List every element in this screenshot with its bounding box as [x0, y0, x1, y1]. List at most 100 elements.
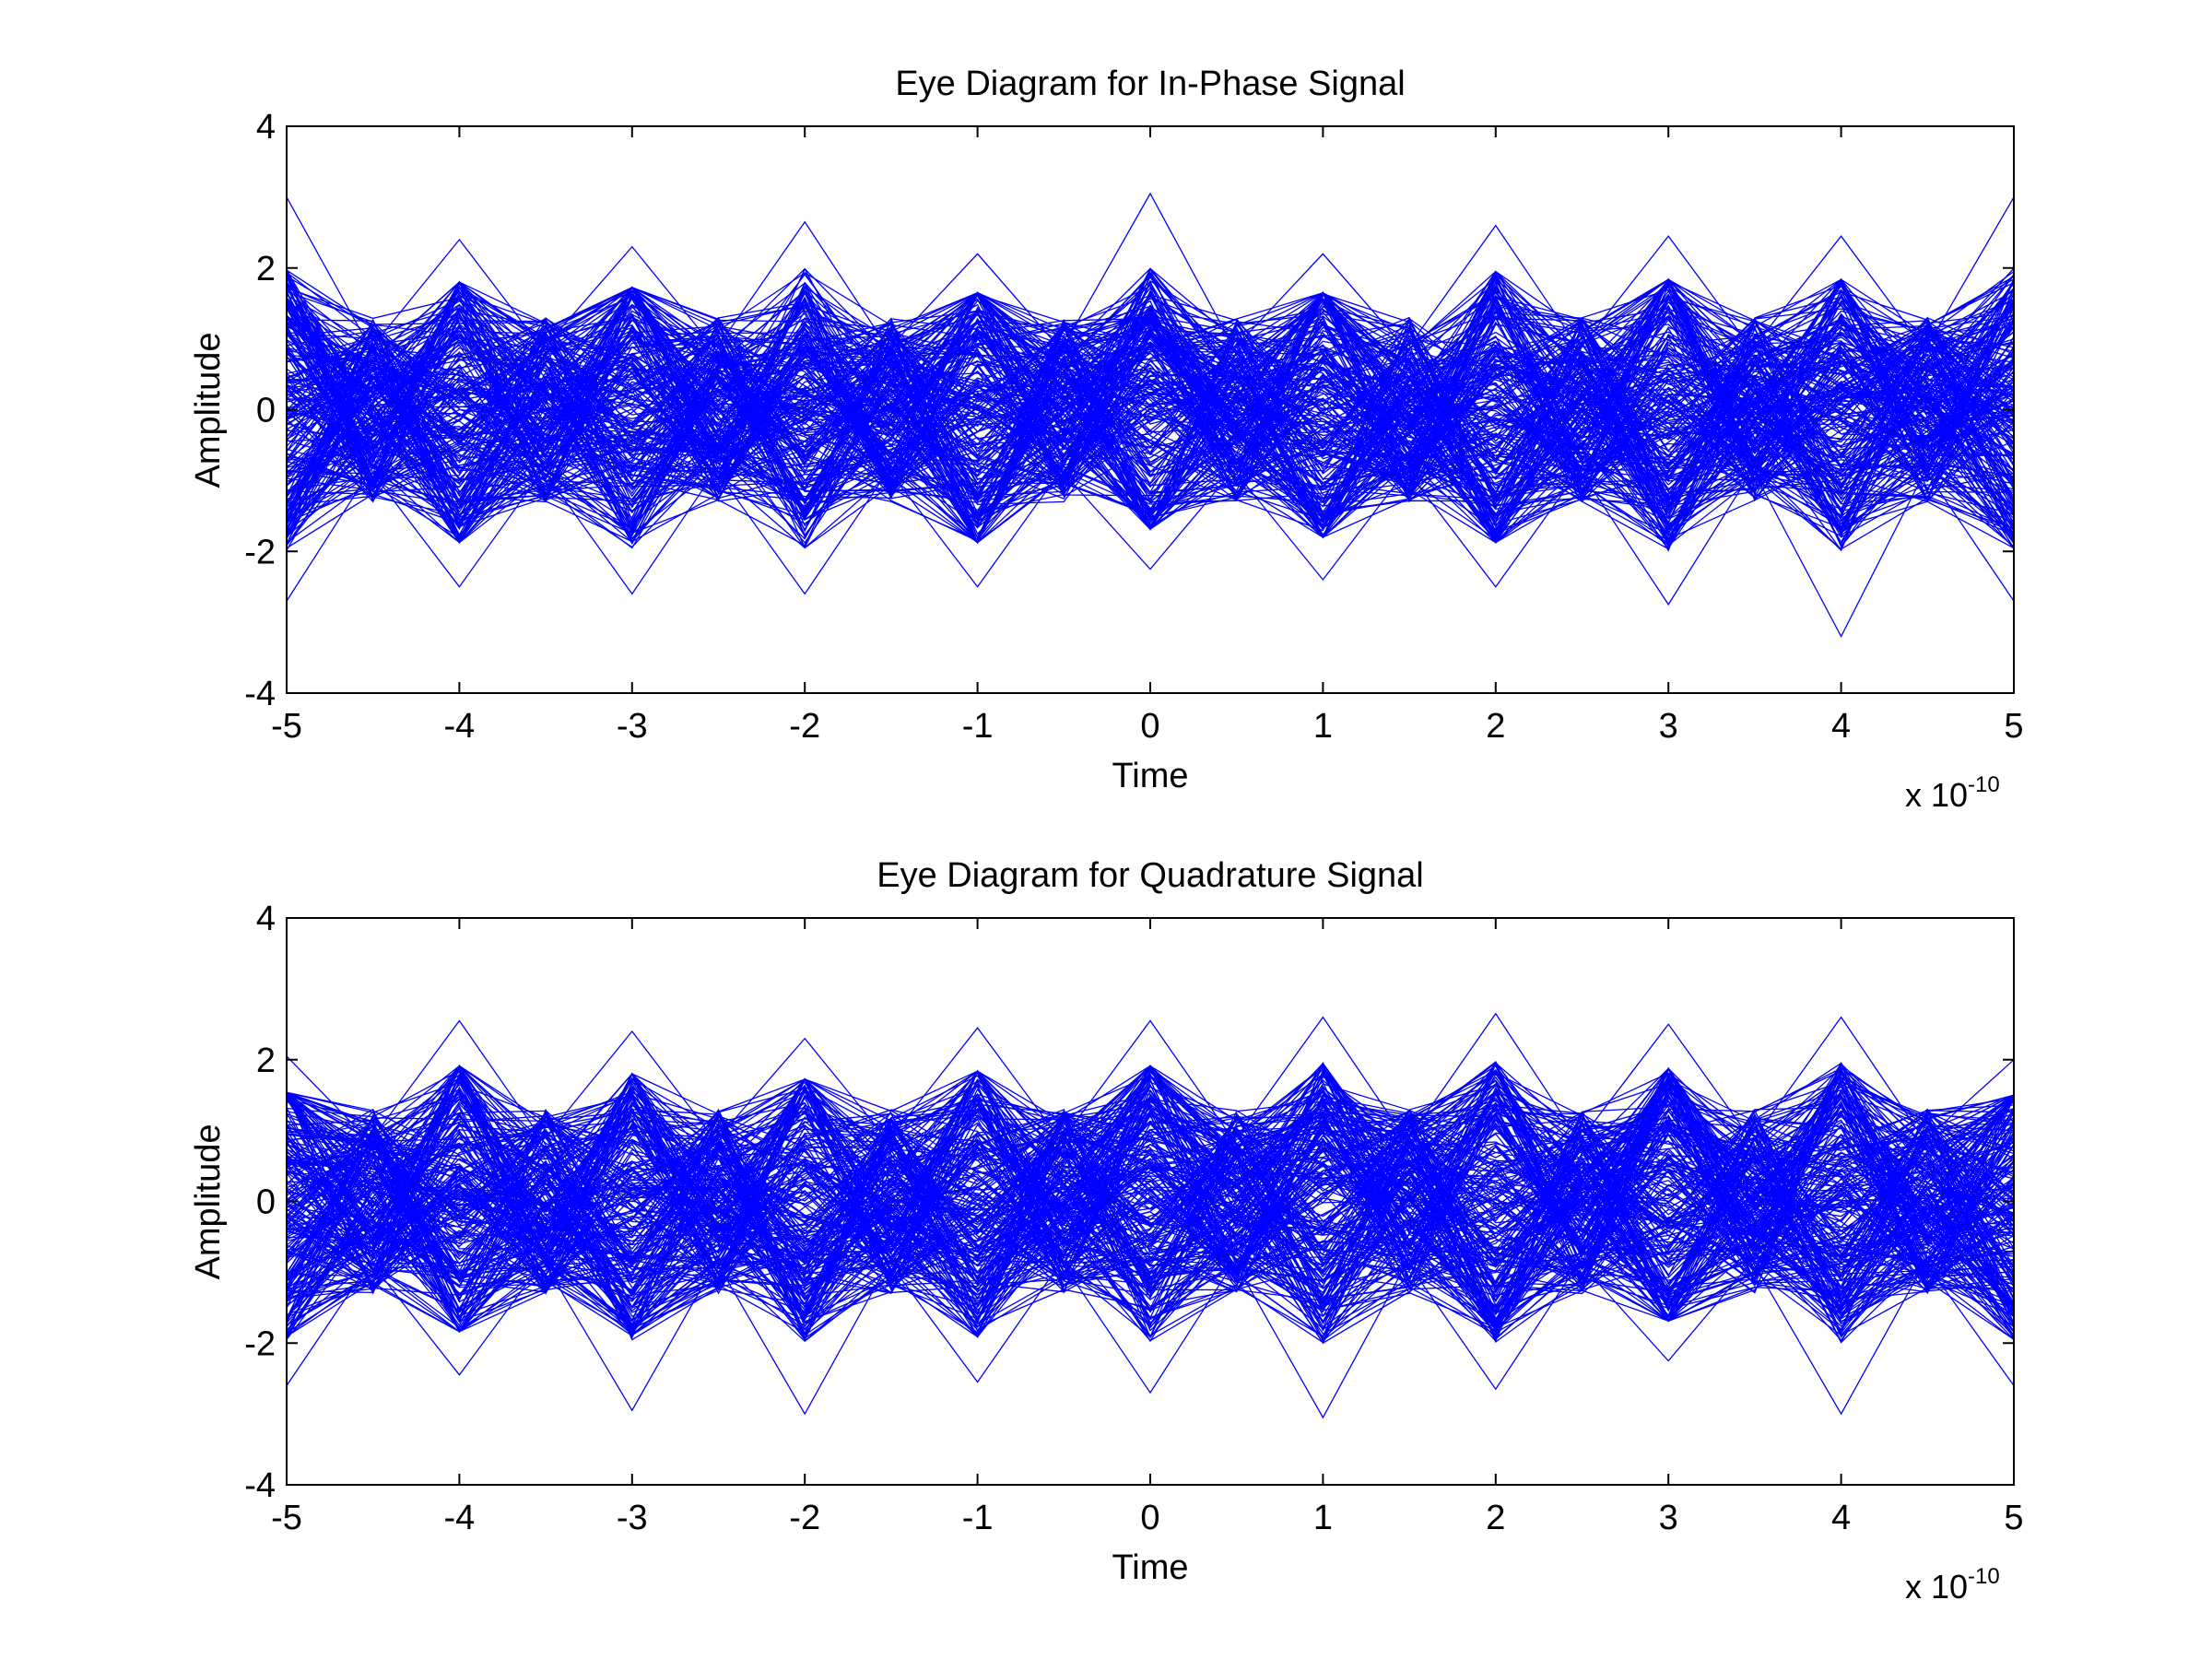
- eye-trace: [287, 272, 2014, 533]
- envelope-max-trace: [1754, 1016, 1928, 1146]
- envelope-min-trace: [1063, 465, 1238, 571]
- envelope-min-trace: [1754, 465, 1928, 638]
- eye-trace: [287, 293, 2014, 538]
- eye-trace: [287, 283, 2014, 520]
- x-ticks: -5 -4 -3 -2 -1 0 1 2 3 4 5: [271, 918, 2024, 1537]
- subplot-quadrature: Eye Diagram for Quadrature Signal -5 -4 -3…: [189, 856, 2024, 1606]
- envelope-min-trace: [890, 1257, 1065, 1383]
- envelope-max-trace: [717, 220, 892, 354]
- x-axis-label: Time: [1112, 1548, 1188, 1587]
- eye-trace: [287, 1108, 2014, 1344]
- eye-trace: [287, 1087, 2014, 1278]
- envelope-max-trace: [372, 238, 547, 354]
- x-tick-label: 5: [2004, 1499, 2023, 1537]
- envelope-max-trace: [890, 253, 1065, 354]
- eye-trace: [287, 1073, 2014, 1329]
- eye-trace: [287, 278, 2014, 513]
- eye-trace: [287, 281, 2014, 500]
- y-tick-label: 0: [256, 392, 276, 430]
- eye-trace: [287, 1094, 2014, 1309]
- x-tick-label: 1: [1313, 1499, 1333, 1537]
- eye-trace: [287, 287, 2014, 539]
- envelope-max-trace: [372, 1019, 547, 1146]
- subplot-title: Eye Diagram for In-Phase Signal: [895, 65, 1405, 103]
- eye-trace: [287, 277, 2014, 552]
- envelope-max-trace: [1063, 1019, 1238, 1146]
- y-ticks: -4 -2 0 2 4: [244, 900, 2014, 1505]
- x-axis-multiplier: x 10-10: [1905, 1564, 2000, 1606]
- envelope-min-trace: [1236, 1257, 1410, 1419]
- eye-trace: [287, 1087, 2014, 1340]
- envelope-min-trace: [1063, 1257, 1238, 1394]
- eye-trace: [287, 291, 2014, 549]
- eye-trace: [287, 1091, 2014, 1308]
- x-tick-label: 3: [1659, 1499, 1678, 1537]
- envelope-min-trace: [372, 465, 547, 588]
- y-tick-label: -2: [244, 1324, 276, 1363]
- eye-trace: [287, 1065, 2014, 1344]
- eye-trace: [287, 287, 2014, 537]
- x-tick-label: -5: [271, 707, 302, 746]
- y-tick-label: 4: [256, 108, 276, 147]
- envelope-max-trace: [1408, 224, 1583, 354]
- envelope-min-trace: [287, 1257, 374, 1386]
- eye-trace: [287, 1071, 2014, 1343]
- eye-trace: [287, 1094, 2014, 1320]
- eye-trace: [287, 1093, 2014, 1266]
- x-multiplier-exponent: -10: [1968, 1564, 2000, 1589]
- envelope-max-trace: [287, 196, 374, 354]
- eye-trace: [287, 1061, 2014, 1343]
- x-tick-label: -2: [789, 1499, 820, 1537]
- eye-trace: [287, 1080, 2014, 1288]
- x-tick-label: 1: [1313, 707, 1333, 746]
- y-axis-label: Amplitude: [189, 1124, 228, 1280]
- envelope-max-trace: [1236, 253, 1410, 354]
- envelope-max-trace: [1581, 235, 1756, 354]
- x-tick-label: 4: [1831, 707, 1851, 746]
- eye-trace: [287, 280, 2014, 511]
- x-ticks: -5 -4 -3 -2 -1 0 1 2 3 4 5: [271, 126, 2024, 746]
- envelope-min-trace: [1926, 473, 2014, 602]
- x-tick-label: -3: [617, 1499, 648, 1537]
- envelope-max-trace: [545, 245, 720, 354]
- envelope-min-trace: [1582, 1257, 1756, 1362]
- eye-trace: [287, 1063, 2014, 1309]
- envelope-max-trace: [890, 1027, 1065, 1146]
- eye-trace: [287, 1088, 2014, 1337]
- eye-trace: [287, 318, 2014, 550]
- envelope-max-trace: [1926, 1059, 2014, 1138]
- subplot-in-phase: Eye Diagram for In-Phase Signal -5 -4 -3 -2…: [189, 65, 2024, 814]
- x-tick-label: 0: [1140, 1499, 1159, 1537]
- envelope-min-trace: [1408, 465, 1583, 588]
- envelope-min-trace: [890, 465, 1065, 588]
- envelope-min-trace: [287, 465, 374, 602]
- envelope-max-trace: [718, 1037, 892, 1146]
- x-tick-label: -1: [962, 707, 994, 746]
- eye-trace: [287, 284, 2014, 531]
- y-axis-label: Amplitude: [189, 333, 228, 488]
- eye-trace: [287, 1086, 2014, 1332]
- eye-trace: [287, 1068, 2014, 1304]
- eye-trace: [287, 281, 2014, 544]
- x-axis-label: Time: [1112, 757, 1188, 795]
- envelope-min-trace: [372, 1257, 547, 1376]
- eye-trace: [287, 292, 2014, 538]
- eye-trace: [287, 1092, 2014, 1250]
- y-tick-label: -4: [244, 1466, 276, 1505]
- envelope-min-trace: [717, 465, 892, 595]
- eye-trace: [287, 1090, 2014, 1328]
- eye-trace: [287, 281, 2014, 535]
- eye-trace: [287, 291, 2014, 541]
- eye-trace: [287, 1084, 2014, 1326]
- x-tick-label: -5: [271, 1499, 302, 1537]
- x-tick-label: 2: [1486, 707, 1505, 746]
- subplot-title: Eye Diagram for Quadrature Signal: [877, 856, 1424, 895]
- eye-trace: [287, 1077, 2014, 1329]
- eye-trace: [287, 1111, 2014, 1293]
- eye-trace: [287, 281, 2014, 487]
- eye-trace: [287, 281, 2014, 538]
- eye-trace: [287, 287, 2014, 497]
- x-axis-multiplier: x 10-10: [1905, 772, 2000, 814]
- x-tick-label: -4: [444, 1499, 476, 1537]
